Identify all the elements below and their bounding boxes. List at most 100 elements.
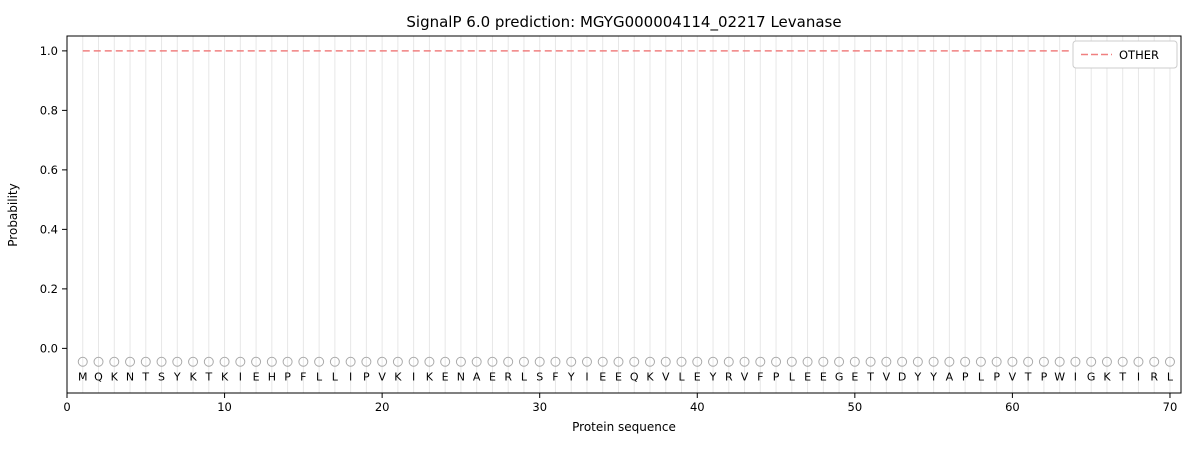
residue-letter: F — [757, 371, 763, 384]
residue-letter: D — [898, 371, 906, 384]
residue-letter: I — [1074, 371, 1077, 384]
residue-letter: E — [489, 371, 496, 384]
residue-marker — [156, 356, 167, 367]
residue-letter: P — [284, 371, 291, 384]
residue-marker — [125, 356, 136, 367]
residue-letter: T — [1024, 371, 1032, 384]
residue-marker — [266, 356, 277, 367]
x-tick-label: 40 — [690, 400, 705, 414]
residue-marker — [928, 356, 939, 367]
residue-marker — [739, 356, 750, 367]
x-tick-label: 60 — [1005, 400, 1020, 414]
residue-marker — [424, 356, 435, 367]
residue-marker — [471, 356, 482, 367]
residue-marker — [518, 356, 529, 367]
residue-marker — [1007, 356, 1018, 367]
residue-letter: L — [789, 371, 796, 384]
residue-marker — [881, 356, 892, 367]
residue-letter: I — [585, 371, 588, 384]
residue-marker — [188, 356, 199, 367]
residue-marker — [723, 356, 734, 367]
residue-marker — [1101, 356, 1112, 367]
residue-letter: A — [946, 371, 954, 384]
residue-marker — [219, 356, 230, 367]
residue-letter: P — [363, 371, 370, 384]
residue-marker — [172, 356, 183, 367]
residue-marker — [786, 356, 797, 367]
residue-marker — [1086, 356, 1097, 367]
residue-marker — [975, 356, 986, 367]
residue-marker — [140, 356, 151, 367]
residue-marker — [550, 356, 561, 367]
residue-letter: K — [646, 371, 654, 384]
chart-title: SignalP 6.0 prediction: MGYG000004114_02… — [406, 13, 841, 32]
residue-marker — [377, 356, 388, 367]
residue-letter: E — [694, 371, 701, 384]
residue-letter: L — [332, 371, 339, 384]
residue-marker — [613, 356, 624, 367]
residue-letter: T — [141, 371, 149, 384]
residue-letter: R — [725, 371, 733, 384]
residue-marker — [771, 356, 782, 367]
residue-marker — [203, 356, 214, 367]
residue-marker — [1054, 356, 1065, 367]
residue-letter: N — [126, 371, 134, 384]
residue-letter: K — [189, 371, 197, 384]
residue-letter: E — [599, 371, 606, 384]
residue-marker — [1133, 356, 1144, 367]
residue-letter: N — [457, 371, 465, 384]
residue-letter: K — [111, 371, 119, 384]
residue-marker — [235, 356, 246, 367]
residue-marker — [440, 356, 451, 367]
residue-marker — [991, 356, 1002, 367]
residue-letter: R — [504, 371, 512, 384]
residue-marker — [755, 356, 766, 367]
residue-letter: Y — [709, 371, 717, 384]
x-tick-label: 0 — [63, 400, 70, 414]
residue-marker — [408, 356, 419, 367]
gridlines-layer — [82, 36, 1171, 393]
residue-marker — [1164, 356, 1175, 367]
residue-letter: I — [239, 371, 242, 384]
y-axis-label: Probability — [6, 183, 20, 246]
residue-letter: V — [1009, 371, 1017, 384]
residue-marker — [534, 356, 545, 367]
residue-letter: L — [678, 371, 685, 384]
residue-letter: G — [835, 371, 844, 384]
residue-letter: K — [426, 371, 434, 384]
residue-letter: L — [978, 371, 985, 384]
residue-letter: E — [851, 371, 858, 384]
residue-marker — [251, 356, 262, 367]
residue-marker — [566, 356, 577, 367]
y-tick-label: 1.0 — [40, 44, 58, 58]
residue-letter: V — [741, 371, 749, 384]
legend-box — [1072, 40, 1178, 69]
residue-letter: I — [412, 371, 415, 384]
y-tick-label: 0.2 — [40, 282, 58, 296]
x-tick-label: 10 — [217, 400, 232, 414]
residue-letter: V — [662, 371, 670, 384]
residue-marker — [392, 356, 403, 367]
residue-marker — [581, 356, 592, 367]
residue-letter: K — [394, 371, 402, 384]
residue-letter: Y — [913, 371, 921, 384]
residue-marker — [897, 356, 908, 367]
residue-marker — [487, 356, 498, 367]
residue-letter: T — [204, 371, 212, 384]
residue-letter: K — [1103, 371, 1111, 384]
residue-letter: P — [1041, 371, 1048, 384]
residue-letter: P — [962, 371, 969, 384]
residue-letter: P — [993, 371, 1000, 384]
residue-marker — [692, 356, 703, 367]
residue-marker — [345, 356, 356, 367]
residue-marker — [912, 356, 923, 367]
residue-letter: I — [349, 371, 352, 384]
residue-marker — [298, 356, 309, 367]
residue-letter: L — [521, 371, 528, 384]
residue-letter: F — [300, 371, 306, 384]
residue-letter: P — [773, 371, 780, 384]
plot-border — [66, 35, 1182, 394]
